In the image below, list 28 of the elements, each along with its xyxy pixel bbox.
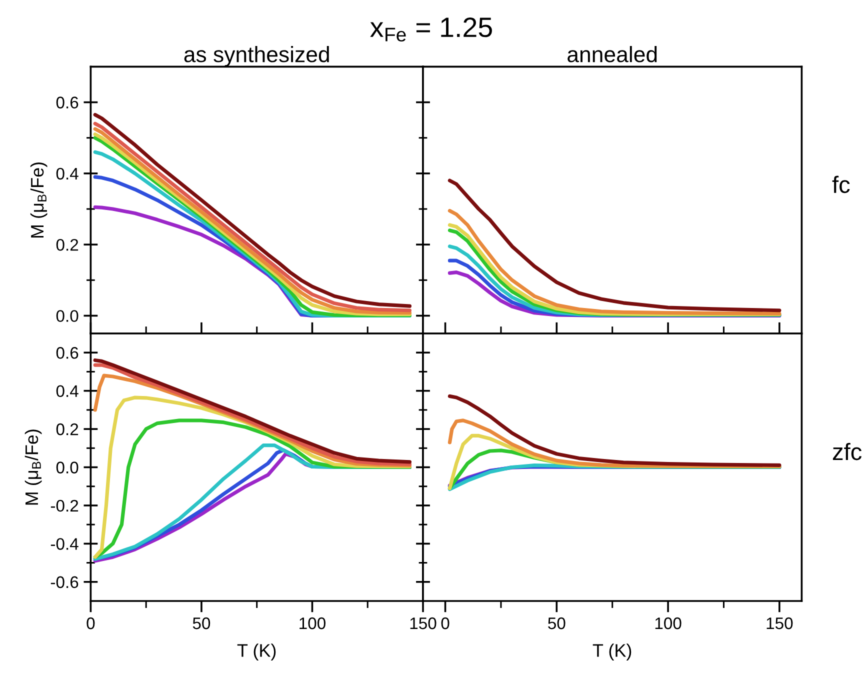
chart-title: x$_{Fe}$ = 1.25 [370,18,492,42]
chart-subtitle: as synthesized [184,46,329,67]
x-tick-label: 100 [300,617,326,630]
y-tick-label: -0.4 [50,538,78,550]
x-tick-label: 50 [548,617,566,630]
x-tick-label: 150 [766,617,793,630]
x-tick-label: 100 [655,617,682,630]
y-tick-label: 0.0 [56,462,78,474]
text: fc [832,176,850,194]
y-axis-title: M (μ$_{B}$/Fe) [30,162,48,238]
y-tick-label: 0.0 [56,310,78,322]
x-tick-label: 0 [86,617,95,630]
x-tick-label: 0 [441,617,450,630]
y-axis-title: M (μ$_{B}$/Fe) [24,430,42,505]
y-tick-label: 0.4 [56,385,78,398]
chart-subtitle: annealed [568,46,657,62]
y-tick-label: 0.6 [56,347,78,359]
x-axis-title: T (K) [592,644,632,660]
x-axis-title: T (K) [237,644,276,660]
x-tick-label: 50 [192,617,210,630]
x-tick-label: 150 [410,617,436,630]
y-tick-label: 0.6 [56,96,78,108]
y-tick-label: -0.6 [50,576,78,588]
y-tick-label: -0.2 [50,500,78,512]
y-tick-label: 0.4 [56,168,78,180]
text: zfc [832,442,862,460]
y-tick-label: 0.2 [56,238,78,251]
y-tick-label: 0.2 [56,423,78,436]
